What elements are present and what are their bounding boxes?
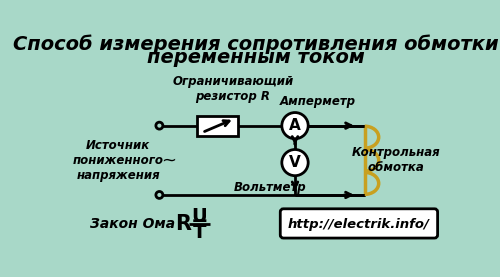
Text: Контрольная
обмотка: Контрольная обмотка: [352, 146, 440, 174]
Text: A: A: [289, 118, 301, 133]
Circle shape: [156, 122, 163, 129]
Text: Ограничивающий
резистор R: Ограничивающий резистор R: [172, 75, 294, 103]
Text: Источник
пониженного
напряжения: Источник пониженного напряжения: [73, 139, 164, 182]
Text: V: V: [289, 155, 301, 170]
Text: Закон Ома: Закон Ома: [90, 217, 175, 231]
Circle shape: [282, 112, 308, 139]
FancyBboxPatch shape: [280, 209, 438, 238]
Text: ~: ~: [161, 151, 176, 169]
Text: Способ измерения сопротивления обмотки: Способ измерения сопротивления обмотки: [14, 34, 499, 54]
Text: Амперметр: Амперметр: [280, 94, 356, 107]
Text: R=: R=: [175, 214, 208, 234]
Text: http://electrik.info/: http://electrik.info/: [288, 218, 430, 231]
Text: переменным током: переменным током: [148, 48, 365, 67]
Text: I: I: [196, 223, 202, 242]
Circle shape: [282, 150, 308, 176]
Bar: [198, 116, 237, 136]
Circle shape: [156, 191, 163, 198]
Text: U: U: [191, 207, 207, 226]
Text: Вольтметр: Вольтметр: [234, 181, 306, 194]
